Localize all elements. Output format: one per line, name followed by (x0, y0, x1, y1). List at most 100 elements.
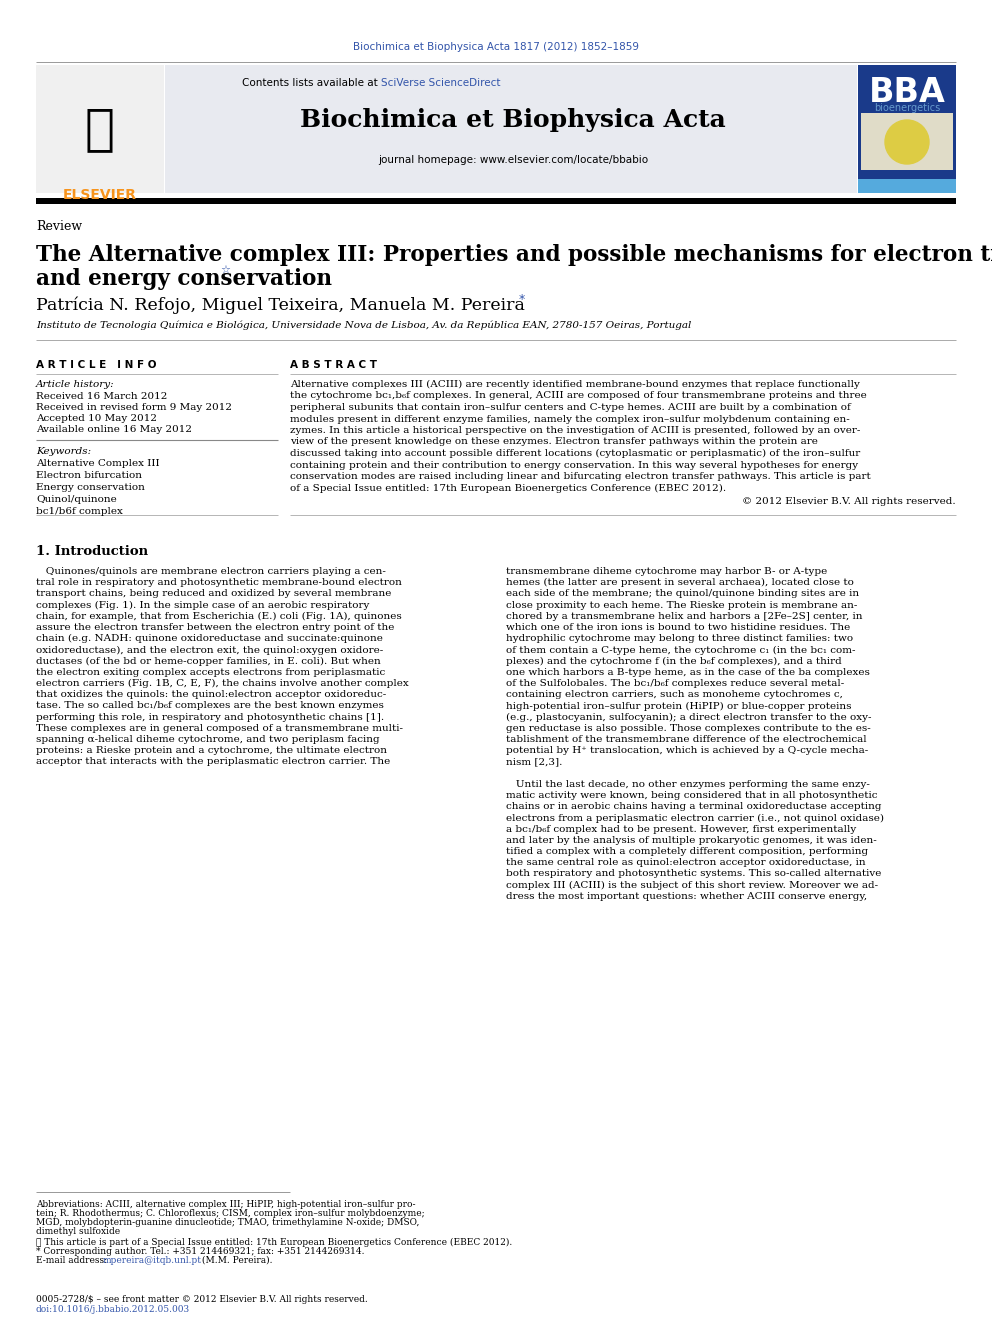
Text: A R T I C L E   I N F O: A R T I C L E I N F O (36, 360, 157, 370)
Bar (165, 65, 857, 193)
Text: BBA: BBA (869, 75, 945, 108)
Text: Contents lists available at: Contents lists available at (242, 78, 381, 89)
Bar (861, 112, 953, 169)
Text: conservation modes are raised including linear and bifurcating electron transfer: conservation modes are raised including … (290, 472, 871, 482)
Text: © 2012 Elsevier B.V. All rights reserved.: © 2012 Elsevier B.V. All rights reserved… (742, 497, 956, 505)
Text: journal homepage: www.elsevier.com/locate/bbabio: journal homepage: www.elsevier.com/locat… (378, 155, 648, 165)
Text: proteins: a Rieske protein and a cytochrome, the ultimate electron: proteins: a Rieske protein and a cytochr… (36, 746, 387, 755)
Text: acceptor that interacts with the periplasmatic electron carrier. The: acceptor that interacts with the peripla… (36, 757, 390, 766)
Text: (M.M. Pereira).: (M.M. Pereira). (199, 1256, 273, 1265)
Text: Available online 16 May 2012: Available online 16 May 2012 (36, 425, 192, 434)
Text: transport chains, being reduced and oxidized by several membrane: transport chains, being reduced and oxid… (36, 590, 392, 598)
Text: a bc₁/b₆f complex had to be present. However, first experimentally: a bc₁/b₆f complex had to be present. How… (506, 824, 856, 833)
Text: complexes (Fig. 1). In the simple case of an aerobic respiratory: complexes (Fig. 1). In the simple case o… (36, 601, 369, 610)
Text: of a Special Issue entitled: 17th European Bioenergetics Conference (EBEC 2012).: of a Special Issue entitled: 17th Europe… (290, 483, 726, 492)
Text: plexes) and the cytochrome f (in the b₆f complexes), and a third: plexes) and the cytochrome f (in the b₆f… (506, 656, 842, 665)
Text: chain, for example, that from Escherichia (E.) coli (Fig. 1A), quinones: chain, for example, that from Escherichi… (36, 611, 402, 620)
Text: (e.g., plastocyanin, sulfocyanin); a direct electron transfer to the oxy-: (e.g., plastocyanin, sulfocyanin); a dir… (506, 713, 872, 722)
Text: transmembrane diheme cytochrome may harbor B- or A-type: transmembrane diheme cytochrome may harb… (506, 568, 827, 576)
Bar (36, 65, 164, 193)
Text: 🌲: 🌲 (85, 105, 115, 153)
Text: 0005-2728/$ – see front matter © 2012 Elsevier B.V. All rights reserved.: 0005-2728/$ – see front matter © 2012 El… (36, 1295, 368, 1304)
Text: each side of the membrane; the quinol/quinone binding sites are in: each side of the membrane; the quinol/qu… (506, 590, 859, 598)
Text: complex III (ACIII) is the subject of this short review. Moreover we ad-: complex III (ACIII) is the subject of th… (506, 881, 878, 890)
Text: Quinol/quinone: Quinol/quinone (36, 495, 117, 504)
Text: dimethyl sulfoxide: dimethyl sulfoxide (36, 1226, 120, 1236)
Text: gen reductase is also possible. Those complexes contribute to the es-: gen reductase is also possible. Those co… (506, 724, 871, 733)
Text: performing this role, in respiratory and photosynthetic chains [1].: performing this role, in respiratory and… (36, 713, 384, 721)
Text: one which harbors a B-type heme, as in the case of the ba complexes: one which harbors a B-type heme, as in t… (506, 668, 870, 677)
Text: Review: Review (36, 220, 82, 233)
Text: that oxidizes the quinols: the quinol:electron acceptor oxidoreduc-: that oxidizes the quinols: the quinol:el… (36, 691, 386, 699)
Text: Keywords:: Keywords: (36, 447, 91, 456)
Text: tified a complex with a completely different composition, performing: tified a complex with a completely diffe… (506, 847, 868, 856)
Text: Quinones/quinols are membrane electron carriers playing a cen-: Quinones/quinols are membrane electron c… (36, 568, 386, 576)
Text: MGD, molybdopterin-guanine dinucleotide; TMAO, trimethylamine N-oxide; DMSO,: MGD, molybdopterin-guanine dinucleotide;… (36, 1218, 420, 1226)
Text: chains or in aerobic chains having a terminal oxidoreductase accepting: chains or in aerobic chains having a ter… (506, 802, 882, 811)
Text: * Corresponding author. Tel.: +351 214469321; fax: +351 2144269314.: * Corresponding author. Tel.: +351 21446… (36, 1248, 364, 1256)
Circle shape (885, 120, 929, 164)
Text: tablishment of the transmembrane difference of the electrochemical: tablishment of the transmembrane differe… (506, 736, 867, 744)
Text: containing electron carriers, such as monoheme cytochromes c,: containing electron carriers, such as mo… (506, 691, 843, 699)
Text: Received in revised form 9 May 2012: Received in revised form 9 May 2012 (36, 404, 232, 411)
Text: chored by a transmembrane helix and harbors a [2Fe–2S] center, in: chored by a transmembrane helix and harb… (506, 611, 862, 620)
Text: assure the electron transfer between the electron entry point of the: assure the electron transfer between the… (36, 623, 395, 632)
Bar (858, 65, 956, 193)
Text: ductases (of the bd or heme-copper families, in E. coli). But when: ductases (of the bd or heme-copper famil… (36, 656, 381, 665)
Text: Biochimica et Biophysica Acta: Biochimica et Biophysica Acta (301, 108, 726, 132)
Text: hemes (the latter are present in several archaea), located close to: hemes (the latter are present in several… (506, 578, 854, 587)
Text: and later by the analysis of multiple prokaryotic genomes, it was iden-: and later by the analysis of multiple pr… (506, 836, 877, 845)
Text: of the Sulfolobales. The bc₁/b₆f complexes reduce several metal-: of the Sulfolobales. The bc₁/b₆f complex… (506, 679, 844, 688)
Text: ☆ This article is part of a Special Issue entitled: 17th European Bioenergetics : ☆ This article is part of a Special Issu… (36, 1238, 512, 1248)
Text: of them contain a C-type heme, the cytochrome c₁ (in the bc₁ com-: of them contain a C-type heme, the cytoc… (506, 646, 855, 655)
Text: spanning α-helical diheme cytochrome, and two periplasm facing: spanning α-helical diheme cytochrome, an… (36, 736, 380, 744)
Text: These complexes are in general composed of a transmembrane multi-: These complexes are in general composed … (36, 724, 403, 733)
Bar (36, 198, 956, 204)
Text: nism [2,3].: nism [2,3]. (506, 757, 562, 766)
Text: Alternative complexes III (ACIII) are recently identified membrane-bound enzymes: Alternative complexes III (ACIII) are re… (290, 380, 860, 389)
Text: close proximity to each heme. The Rieske protein is membrane an-: close proximity to each heme. The Rieske… (506, 601, 857, 610)
Text: 1. Introduction: 1. Introduction (36, 545, 148, 558)
Text: Abbreviations: ACIII, alternative complex III; HiPIP, high-potential iron–sulfur: Abbreviations: ACIII, alternative comple… (36, 1200, 416, 1209)
Bar (858, 179, 956, 193)
Text: The Alternative complex III: Properties and possible mechanisms for electron tra: The Alternative complex III: Properties … (36, 243, 992, 266)
Text: hydrophilic cytochrome may belong to three distinct families: two: hydrophilic cytochrome may belong to thr… (506, 634, 853, 643)
Text: peripheral subunits that contain iron–sulfur centers and C-type hemes. ACIII are: peripheral subunits that contain iron–su… (290, 404, 851, 411)
Text: chain (e.g. NADH: quinone oxidoreductase and succinate:quinone: chain (e.g. NADH: quinone oxidoreductase… (36, 634, 383, 643)
Text: ☆: ☆ (220, 265, 230, 275)
Text: discussed taking into account possible different locations (cytoplasmatic or per: discussed taking into account possible d… (290, 448, 860, 458)
Text: dress the most important questions: whether ACIII conserve energy,: dress the most important questions: whet… (506, 892, 867, 901)
Text: bc1/b6f complex: bc1/b6f complex (36, 507, 123, 516)
Text: E-mail address:: E-mail address: (36, 1256, 110, 1265)
Text: *: * (519, 292, 525, 306)
Text: bioenergetics: bioenergetics (874, 103, 940, 112)
Text: ELSEVIER: ELSEVIER (63, 188, 137, 202)
Text: doi:10.1016/j.bbabio.2012.05.003: doi:10.1016/j.bbabio.2012.05.003 (36, 1304, 190, 1314)
Text: the same central role as quinol:electron acceptor oxidoreductase, in: the same central role as quinol:electron… (506, 859, 866, 867)
Text: Electron bifurcation: Electron bifurcation (36, 471, 142, 480)
Text: matic activity were known, being considered that in all photosynthetic: matic activity were known, being conside… (506, 791, 878, 800)
Text: both respiratory and photosynthetic systems. This so-called alternative: both respiratory and photosynthetic syst… (506, 869, 881, 878)
Text: tral role in respiratory and photosynthetic membrane-bound electron: tral role in respiratory and photosynthe… (36, 578, 402, 587)
Text: modules present in different enzyme families, namely the complex iron–sulfur mol: modules present in different enzyme fami… (290, 414, 850, 423)
Text: high-potential iron–sulfur protein (HiPIP) or blue-copper proteins: high-potential iron–sulfur protein (HiPI… (506, 701, 851, 710)
Text: mpereira@itqb.unl.pt: mpereira@itqb.unl.pt (103, 1256, 202, 1265)
Text: the electron exiting complex accepts electrons from periplasmatic: the electron exiting complex accepts ele… (36, 668, 385, 677)
Text: Patrícia N. Refojo, Miguel Teixeira, Manuela M. Pereira: Patrícia N. Refojo, Miguel Teixeira, Man… (36, 296, 531, 314)
Text: Article history:: Article history: (36, 380, 115, 389)
Text: electrons from a periplasmatic electron carrier (i.e., not quinol oxidase): electrons from a periplasmatic electron … (506, 814, 884, 823)
Text: Until the last decade, no other enzymes performing the same enzy-: Until the last decade, no other enzymes … (506, 779, 870, 789)
Text: potential by H⁺ translocation, which is achieved by a Q-cycle mecha-: potential by H⁺ translocation, which is … (506, 746, 868, 755)
Text: electron carriers (Fig. 1B, C, E, F), the chains involve another complex: electron carriers (Fig. 1B, C, E, F), th… (36, 679, 409, 688)
Text: Alternative Complex III: Alternative Complex III (36, 459, 160, 468)
Text: tase. The so called bc₁/b₆f complexes are the best known enzymes: tase. The so called bc₁/b₆f complexes ar… (36, 701, 384, 710)
Text: SciVerse ScienceDirect: SciVerse ScienceDirect (381, 78, 501, 89)
Text: view of the present knowledge on these enzymes. Electron transfer pathways withi: view of the present knowledge on these e… (290, 438, 817, 446)
Text: tein; R. Rhodothermus; C. Chloroflexus; CISM, complex iron–sulfur molybdoenzyme;: tein; R. Rhodothermus; C. Chloroflexus; … (36, 1209, 425, 1218)
Text: the cytochrome bc₁,b₆f complexes. In general, ACIII are composed of four transme: the cytochrome bc₁,b₆f complexes. In gen… (290, 392, 867, 401)
Text: and energy conservation: and energy conservation (36, 269, 332, 290)
Text: A B S T R A C T: A B S T R A C T (290, 360, 377, 370)
Text: oxidoreductase), and the electron exit, the quinol:oxygen oxidore-: oxidoreductase), and the electron exit, … (36, 646, 383, 655)
Text: Received 16 March 2012: Received 16 March 2012 (36, 392, 168, 401)
Text: Instituto de Tecnologia Química e Biológica, Universidade Nova de Lisboa, Av. da: Instituto de Tecnologia Química e Biológ… (36, 320, 691, 329)
